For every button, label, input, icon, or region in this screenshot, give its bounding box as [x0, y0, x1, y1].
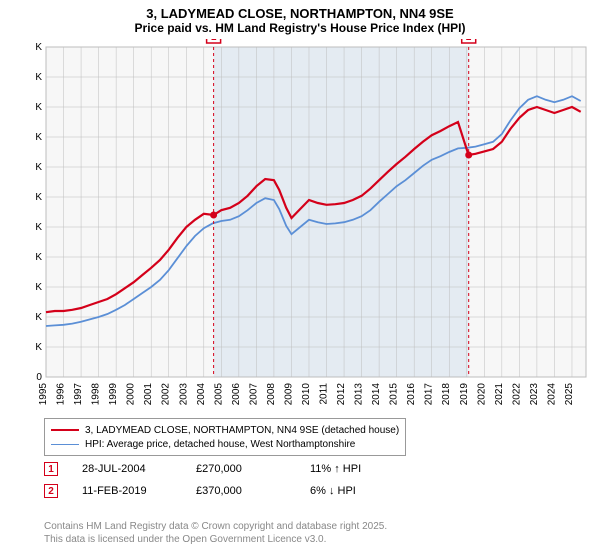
xtick-label: 2003 — [178, 383, 189, 406]
legend-label: 3, LADYMEAD CLOSE, NORTHAMPTON, NN4 9SE … — [85, 425, 399, 436]
legend-swatch — [51, 429, 79, 431]
xtick-label: 2024 — [546, 383, 557, 406]
legend: 3, LADYMEAD CLOSE, NORTHAMPTON, NN4 9SE … — [44, 418, 406, 456]
xtick-label: 1995 — [38, 383, 49, 406]
sale-row-delta: 6% ↓ HPI — [310, 485, 356, 497]
sale-row-marker: 2 — [44, 484, 58, 498]
ytick-label: £400K — [36, 132, 42, 143]
sale-row: 1 28-JUL-2004 £270,000 11% ↑ HPI — [44, 462, 361, 476]
ytick-label: £300K — [36, 192, 42, 203]
chart-container: 3, LADYMEAD CLOSE, NORTHAMPTON, NN4 9SE … — [0, 0, 600, 560]
xtick-label: 2000 — [126, 383, 137, 406]
legend-swatch — [51, 444, 79, 445]
xtick-label: 1999 — [108, 383, 119, 406]
xtick-label: 1998 — [91, 383, 102, 406]
ytick-label: £150K — [36, 282, 42, 293]
xtick-label: 2018 — [441, 383, 452, 406]
xtick-label: 2025 — [564, 383, 575, 406]
attrib-line2: This data is licensed under the Open Gov… — [44, 533, 387, 546]
xtick-label: 1996 — [56, 383, 67, 406]
ytick-label: £450K — [36, 102, 42, 113]
chart-svg: £0 £50K £100K £150K £200K £250K £300K £350K £400… — [36, 39, 596, 429]
xtick-label: 2012 — [336, 383, 347, 406]
sale-row-price: £270,000 — [196, 463, 286, 475]
legend-row: 3, LADYMEAD CLOSE, NORTHAMPTON, NN4 9SE … — [51, 423, 399, 437]
ytick-label: £350K — [36, 162, 42, 173]
chart-area: £0 £50K £100K £150K £200K £250K £300K £350K £400… — [36, 39, 596, 409]
xtick-label: 2022 — [511, 383, 522, 406]
xtick-label: 2004 — [196, 383, 207, 406]
sale-row-marker: 1 — [44, 462, 58, 476]
xtick-label: 2008 — [266, 383, 277, 406]
sale-row-date: 28-JUL-2004 — [82, 463, 172, 475]
attribution: Contains HM Land Registry data © Crown c… — [44, 520, 387, 546]
xtick-label: 2013 — [354, 383, 365, 406]
ytick-label: £0 — [36, 372, 42, 383]
ytick-label: £50K — [36, 342, 42, 353]
xtick-label: 2020 — [476, 383, 487, 406]
xtick-label: 2019 — [459, 383, 470, 406]
xtick-label: 2005 — [213, 383, 224, 406]
sale-marker-number: 1 — [211, 39, 217, 43]
xtick-label: 2014 — [371, 383, 382, 406]
xtick-label: 2010 — [301, 383, 312, 406]
xtick-label: 2006 — [231, 383, 242, 406]
chart-title: 3, LADYMEAD CLOSE, NORTHAMPTON, NN4 9SE — [0, 0, 600, 21]
xtick-label: 2015 — [389, 383, 400, 406]
xtick-label: 2001 — [143, 383, 154, 406]
xtick-label: 2023 — [529, 383, 540, 406]
xtick-label: 2009 — [283, 383, 294, 406]
xtick-label: 2017 — [424, 383, 435, 406]
sale-marker-dot — [465, 152, 472, 159]
sale-row-date: 11-FEB-2019 — [82, 485, 172, 497]
chart-subtitle: Price paid vs. HM Land Registry's House … — [0, 21, 600, 39]
legend-label: HPI: Average price, detached house, West… — [85, 439, 355, 450]
xtick-label: 2007 — [248, 383, 259, 406]
sale-row-delta: 11% ↑ HPI — [310, 463, 361, 475]
ytick-label: £500K — [36, 72, 42, 83]
xtick-label: 2016 — [406, 383, 417, 406]
sale-row: 2 11-FEB-2019 £370,000 6% ↓ HPI — [44, 484, 356, 498]
sale-marker-dot — [210, 212, 217, 219]
legend-row: HPI: Average price, detached house, West… — [51, 437, 399, 451]
ytick-label: £550K — [36, 42, 42, 53]
sale-row-price: £370,000 — [196, 485, 286, 497]
xtick-label: 1997 — [73, 383, 84, 406]
ytick-label: £250K — [36, 222, 42, 233]
ytick-label: £100K — [36, 312, 42, 323]
ytick-label: £200K — [36, 252, 42, 263]
xtick-label: 2002 — [161, 383, 172, 406]
sale-marker-number: 2 — [466, 39, 472, 43]
xtick-label: 2011 — [319, 383, 330, 405]
xtick-label: 2021 — [494, 383, 505, 406]
attrib-line1: Contains HM Land Registry data © Crown c… — [44, 520, 387, 533]
